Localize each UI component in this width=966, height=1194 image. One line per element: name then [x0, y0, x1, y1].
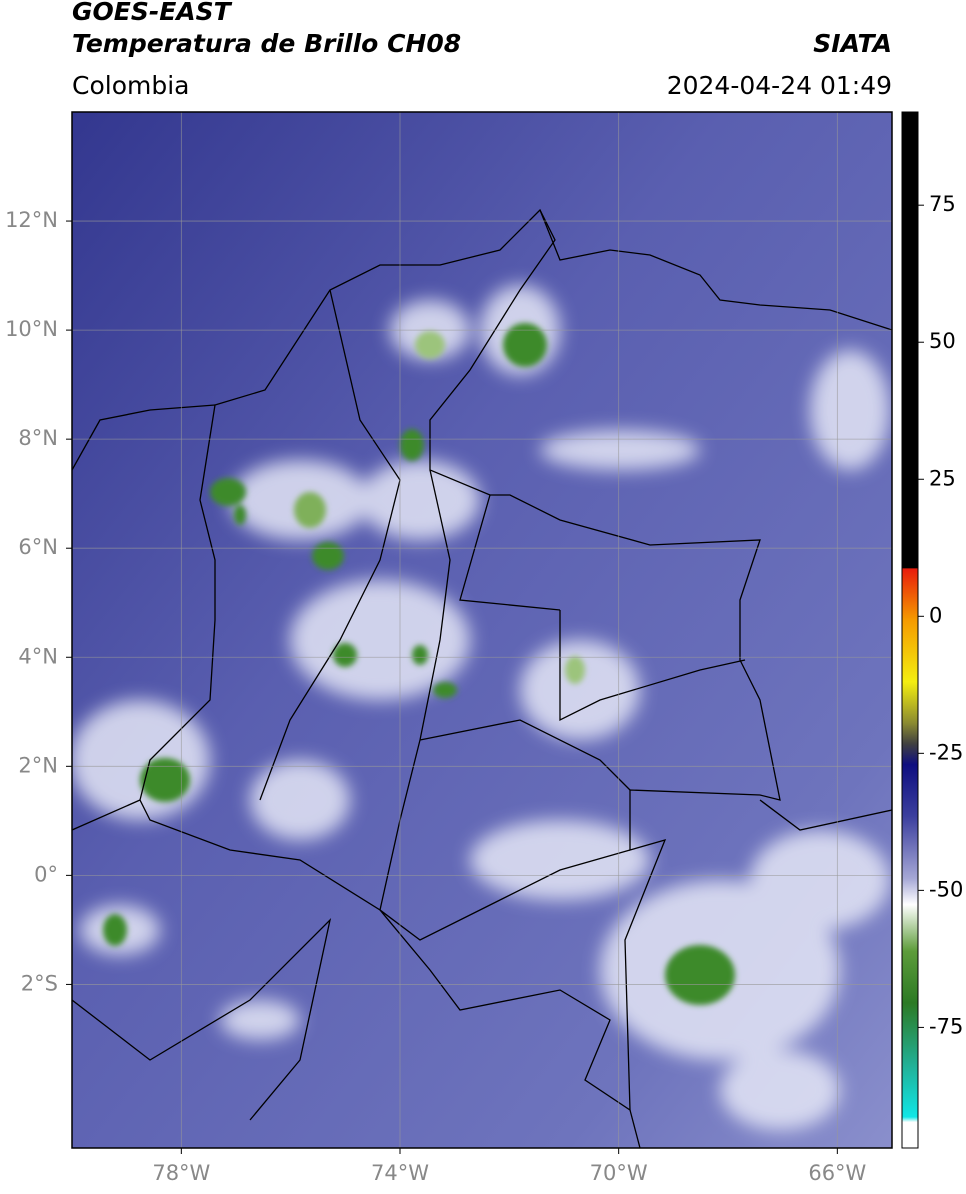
colorbar-tick-label: 75	[929, 192, 956, 216]
product-title: Temperatura de Brillo CH08	[72, 29, 461, 58]
y-tick-label: 2°N	[18, 753, 58, 777]
satellite-image	[72, 112, 892, 1148]
y-tick-label: 6°N	[18, 535, 58, 559]
colorbar-tick-label: -75	[929, 1014, 963, 1038]
y-tick-label: 10°N	[5, 317, 58, 341]
colorbar-tick-label: 0	[929, 603, 942, 627]
x-tick-label: 66°W	[808, 1161, 866, 1185]
y-tick-label: 2°S	[21, 971, 58, 995]
source-title: GOES-EAST	[72, 0, 233, 26]
map-frame	[71, 111, 893, 1149]
timestamp: 2024-04-24 01:49	[667, 71, 892, 100]
y-tick-label: 12°N	[5, 208, 58, 232]
graticule	[72, 112, 892, 1148]
colorbar-tick-label: 25	[929, 466, 956, 490]
y-tick-label: 4°N	[18, 644, 58, 668]
colorbar-tick-label: 50	[929, 329, 956, 353]
colorbar-tick-label: -50	[929, 877, 963, 901]
x-tick-label: 74°W	[371, 1161, 429, 1185]
region: Colombia	[72, 71, 189, 100]
x-tick-label: 78°W	[152, 1161, 210, 1185]
colorbar-tick-label: -25	[929, 740, 963, 764]
colorbar	[901, 111, 919, 1149]
x-tick-label: 70°W	[590, 1161, 648, 1185]
y-tick-label: 0°	[34, 862, 58, 886]
y-tick-label: 8°N	[18, 426, 58, 450]
agency: SIATA	[813, 29, 892, 58]
